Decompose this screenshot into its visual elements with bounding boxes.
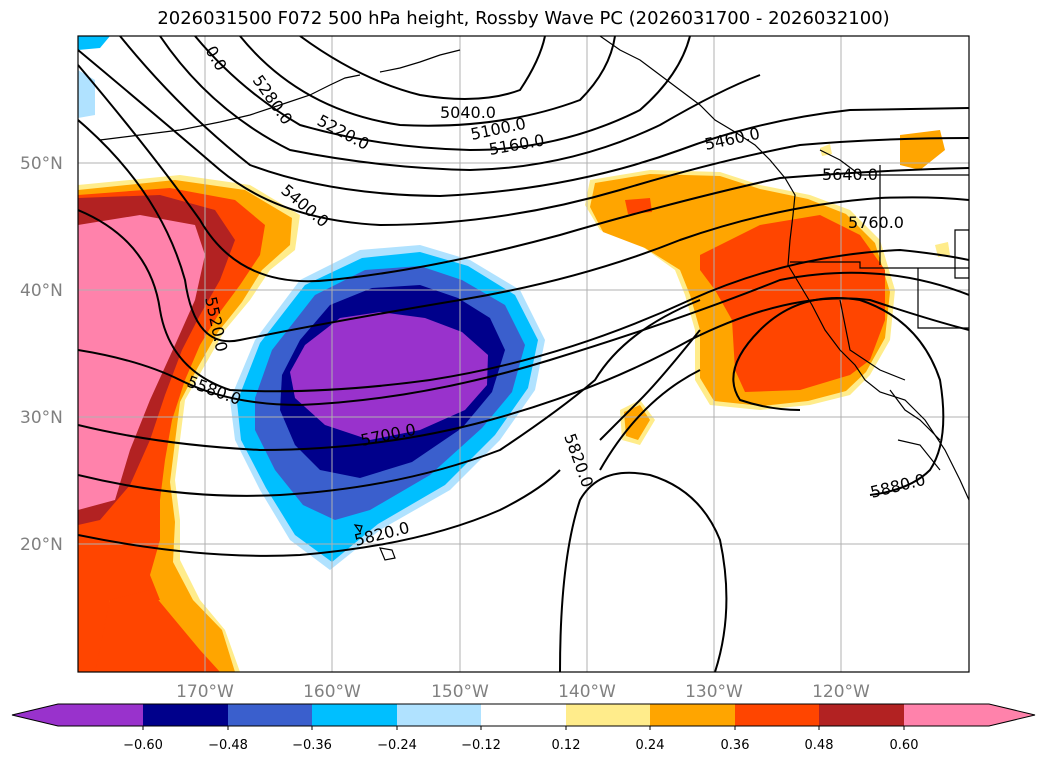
colorbar-max-extension [989, 704, 1035, 726]
coastlines [99, 36, 969, 561]
lat-label-20: 20°N [20, 535, 63, 555]
colorbar-tick-label: 0.60 [890, 738, 919, 753]
colorbar-segment [312, 704, 397, 726]
lon-label-150w: 150°W [431, 682, 489, 702]
colorbar-tick-label: 0.12 [552, 738, 581, 753]
colorbar-segment [143, 704, 228, 726]
lat-label-50: 50°N [20, 154, 63, 174]
colorbar-segment [481, 704, 566, 726]
height-contours [78, 36, 969, 672]
lon-label-170w: 170°W [176, 682, 234, 702]
colorbar: −0.60 −0.48 −0.36 −0.24 −0.12 0.12 0.24 … [11, 703, 1036, 753]
lon-label-130w: 130°W [685, 682, 743, 702]
positive-anomaly-west [78, 175, 300, 672]
colorbar-segment [650, 704, 735, 726]
lat-label-40: 40°N [20, 281, 63, 301]
negative-anomaly-central [230, 245, 545, 570]
colorbar-segment [228, 704, 312, 726]
contour-label: 5640.0 [822, 165, 878, 184]
latitude-labels: 50°N 40°N 30°N 20°N [20, 154, 63, 555]
colorbar-segment [58, 704, 143, 726]
negative-anomaly-northwest [78, 70, 95, 118]
colorbar-min-extension [12, 704, 58, 726]
colorbar-tick-label: −0.24 [377, 738, 417, 753]
colorbar-segment [566, 704, 650, 726]
lon-label-160w: 160°W [303, 682, 361, 702]
colorbar-segment [819, 704, 904, 726]
lon-label-120w: 120°W [812, 682, 870, 702]
map-title: 2026031500 F072 500 hPa height, Rossby W… [157, 8, 890, 29]
colorbar-tick-label: −0.36 [292, 738, 332, 753]
colorbar-tick-label: 0.48 [805, 738, 834, 753]
lat-label-30: 30°N [20, 408, 63, 428]
colorbar-tick-label: −0.48 [208, 738, 248, 753]
contour-label: 5760.0 [848, 213, 904, 232]
colorbar-tick-label: −0.12 [461, 738, 501, 753]
lon-label-140w: 140°W [558, 682, 616, 702]
negative-anomaly-north [78, 36, 110, 50]
colorbar-tick-label: −0.60 [123, 738, 163, 753]
map-frame [77, 35, 970, 673]
colorbar-tick-label: 0.36 [721, 738, 750, 753]
colorbar-segment [904, 704, 989, 726]
colorbar-tick-label: 0.24 [636, 738, 665, 753]
colorbar-segment [735, 704, 819, 726]
longitude-labels: 170°W 160°W 150°W 140°W 130°W 120°W [176, 682, 870, 702]
colorbar-segment [397, 704, 481, 726]
contour-label: 5040.0 [440, 103, 496, 122]
